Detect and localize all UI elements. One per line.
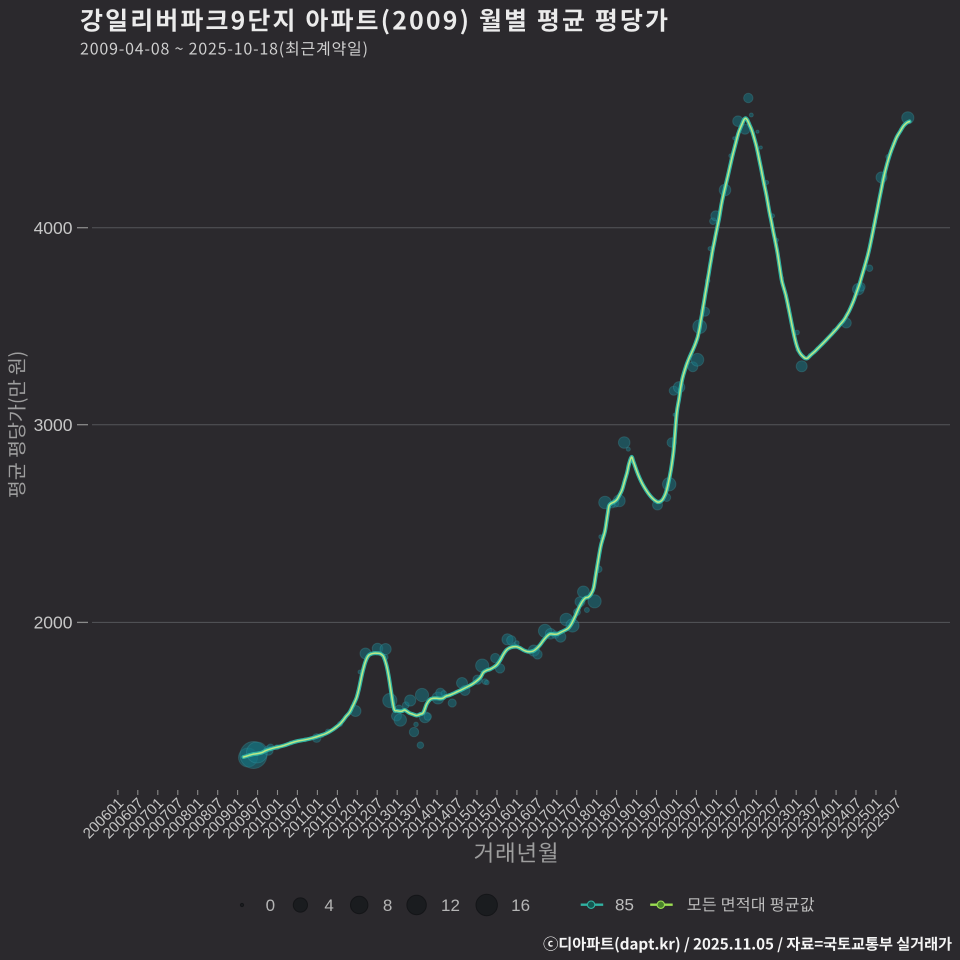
svg-text:4000: 4000 xyxy=(34,218,73,238)
svg-text:16: 16 xyxy=(511,896,530,915)
svg-text:4: 4 xyxy=(324,896,333,915)
svg-text:85: 85 xyxy=(615,896,634,915)
svg-text:2000: 2000 xyxy=(34,613,73,633)
svg-text:8: 8 xyxy=(383,896,392,915)
svg-text:3000: 3000 xyxy=(34,415,73,435)
svg-text:12: 12 xyxy=(441,896,460,915)
svg-text:0: 0 xyxy=(266,896,275,915)
